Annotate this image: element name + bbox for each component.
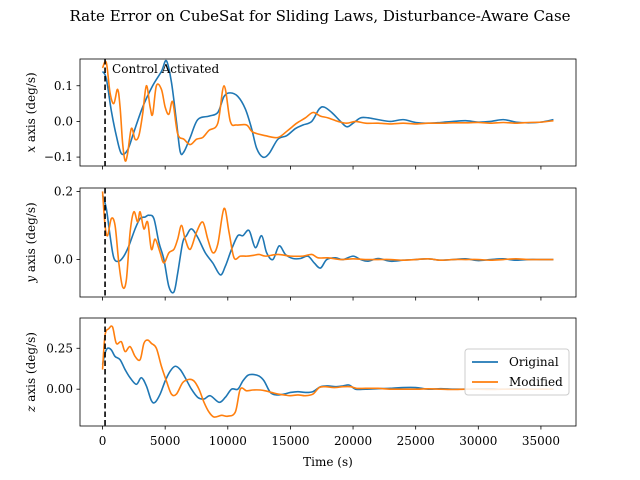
- axes-frame-y: [79, 187, 577, 298]
- y-tick-label-y-1: 0.2: [54, 184, 73, 198]
- axes-frame-x: [79, 58, 577, 167]
- x-tick-label-4: 20000: [334, 434, 372, 448]
- y-axis-label-variable: x: [24, 146, 38, 153]
- subplot-z-axis: 0.00 0.25 z axis (deg/s): [24, 317, 577, 430]
- x-tick-label-5: 25000: [397, 434, 435, 448]
- series-line-modified-x: [101, 60, 554, 162]
- y-axis-label-unit: axis (deg/s): [24, 332, 38, 406]
- y-axis-label-z: z axis (deg/s): [24, 332, 38, 413]
- x-tick-label-3: 15000: [271, 434, 309, 448]
- y-tick-label-z-0: 0.00: [46, 382, 73, 396]
- x-tick-label-7: 35000: [522, 434, 560, 448]
- subplots-group: −0.1 0.0 0.1 x axis (deg/s) Control Activate…: [24, 58, 577, 430]
- y-tick-label-x-0: −0.1: [44, 150, 73, 164]
- y-tick-label-z-1: 0.25: [46, 341, 73, 355]
- x-tick-label-2: 10000: [209, 434, 247, 448]
- legend-box: [464, 348, 570, 396]
- shared-x-axis: 0 5000 10000 15000 20000 25000 30000 35000 Time …: [99, 434, 560, 469]
- legend: Original Modified: [464, 348, 570, 396]
- y-axis-label-y: y axis (deg/s): [24, 202, 38, 283]
- series-line-modified-y: [101, 191, 554, 290]
- x-axis-label: Time (s): [303, 455, 353, 469]
- y-tick-label-y-0: 0.0: [54, 253, 73, 267]
- legend-label-original: Original: [509, 355, 559, 369]
- y-tick-label-x-1: 0.0: [54, 114, 73, 128]
- x-tick-label-1: 5000: [150, 434, 181, 448]
- subplot-x-axis: −0.1 0.0 0.1 x axis (deg/s) Control Activate…: [24, 58, 577, 170]
- legend-label-modified: Modified: [509, 375, 563, 389]
- y-axis-label-variable: y: [24, 276, 38, 284]
- y-axis-label-unit: axis (deg/s): [24, 202, 38, 276]
- subplot-y-axis: 0.0 0.2 y axis (deg/s): [24, 184, 577, 301]
- chart-title: Rate Error on CubeSat for Sliding Laws, …: [69, 7, 570, 25]
- series-line-original-y: [101, 194, 554, 294]
- series-line-modified-z: [101, 325, 554, 418]
- x-tick-label-0: 0: [99, 434, 107, 448]
- y-tick-label-x-2: 0.1: [54, 79, 73, 93]
- control-activated-annotation: Control Activated: [112, 62, 219, 76]
- axes-frame-z: [79, 317, 577, 427]
- y-axis-label-x: x axis (deg/s): [24, 72, 38, 152]
- y-axis-label-variable: z: [24, 405, 38, 413]
- y-axis-label-unit: axis (deg/s): [24, 72, 38, 146]
- x-tick-label-6: 30000: [459, 434, 497, 448]
